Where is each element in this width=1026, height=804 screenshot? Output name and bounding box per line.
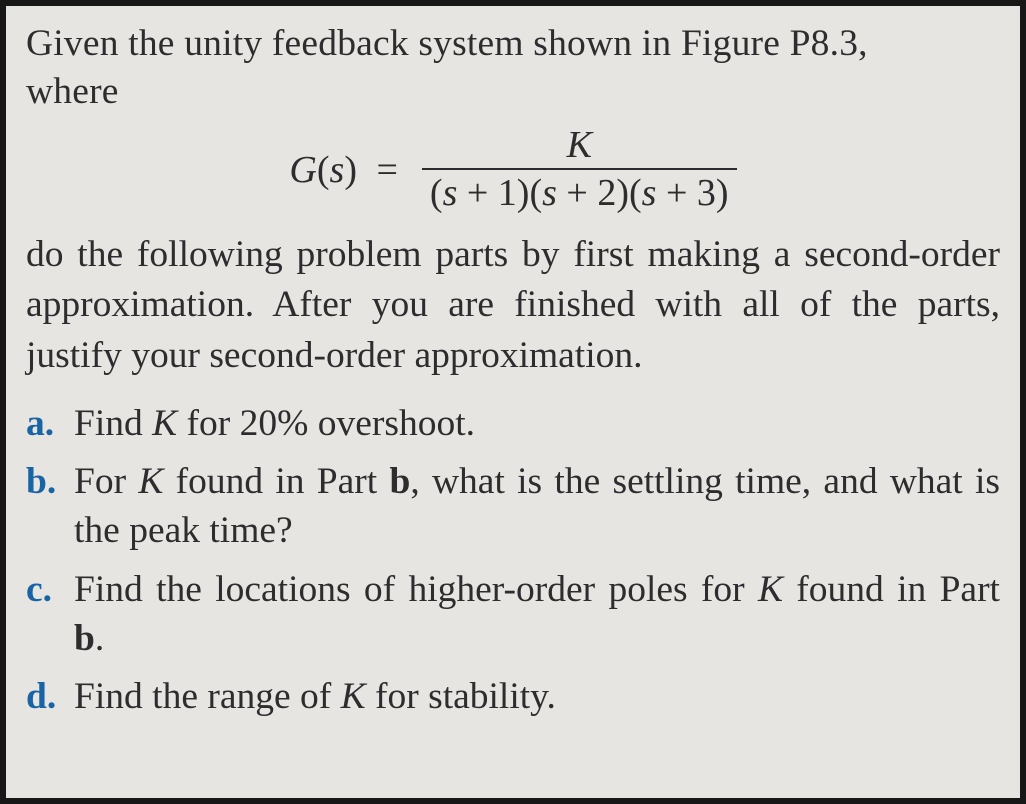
transfer-function-equation: G(s) = K (s + 1)(s + 2)(s + 3) [26, 126, 1000, 214]
symbol-K: K [758, 569, 783, 610]
part-c-marker: c. [26, 566, 74, 615]
fraction: K (s + 1)(s + 2)(s + 3) [422, 126, 737, 214]
denominator: (s + 1)(s + 2)(s + 3) [422, 168, 737, 214]
part-b-marker: b. [26, 458, 74, 507]
symbol-G: G [289, 149, 316, 191]
den-factor-1: (s + 1) [430, 172, 530, 214]
symbol-K: K [341, 676, 366, 717]
part-d-marker: d. [26, 673, 74, 722]
den-factor-3: (s + 3) [629, 172, 729, 214]
intro-line-1: Given the unity feedback system shown in… [26, 23, 868, 64]
part-b: b. For K found in Part b, what is the se… [26, 458, 1000, 556]
part-a-marker: a. [26, 400, 74, 449]
part-c: c. Find the locations of higher-order po… [26, 566, 1000, 664]
part-a-text: Find K for 20% overshoot. [74, 400, 1000, 449]
bold-b-ref: b [74, 618, 95, 659]
problem-page: Given the unity feedback system shown in… [0, 0, 1026, 804]
paren-open: ( [317, 149, 330, 191]
instructions-paragraph: do the following problem parts by first … [26, 230, 1000, 382]
equation-lhs: G(s) = [289, 148, 408, 192]
symbol-K: K [152, 403, 177, 444]
part-a: a. Find K for 20% overshoot. [26, 400, 1000, 449]
intro-line-2: where [26, 71, 119, 112]
bold-b-ref: b [389, 461, 410, 502]
symbol-K: K [138, 461, 163, 502]
symbol-s: s [330, 149, 345, 191]
den-factor-2: (s + 2) [529, 172, 629, 214]
part-c-text: Find the locations of higher-order poles… [74, 566, 1000, 664]
part-d: d. Find the range of K for stability. [26, 673, 1000, 722]
part-d-text: Find the range of K for stability. [74, 673, 1000, 722]
intro-paragraph: Given the unity feedback system shown in… [26, 20, 1000, 116]
problem-parts-list: a. Find K for 20% overshoot. b. For K fo… [26, 400, 1000, 723]
numerator: K [559, 126, 600, 168]
equals-sign: = [376, 149, 397, 191]
paren-close: ) [344, 149, 357, 191]
part-b-text: For K found in Part b, what is the settl… [74, 458, 1000, 556]
